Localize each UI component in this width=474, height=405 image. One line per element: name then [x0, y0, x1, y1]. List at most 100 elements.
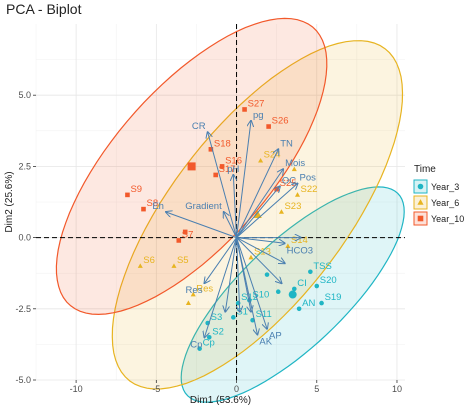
point-label: S1 — [236, 306, 248, 317]
point-label: S27 — [248, 98, 265, 109]
variable-arrow — [166, 212, 237, 239]
x-tick-label: -5 — [152, 384, 160, 394]
plot-panel: S3S2CpS1S12S10S11ANS20S19TSSCIS24S22S23S… — [35, 17, 405, 403]
variable-label: AK — [259, 336, 272, 347]
point-label: S17 — [219, 164, 236, 175]
variable-label: Mois — [285, 158, 305, 169]
variable-arrow — [236, 169, 284, 238]
data-point — [141, 206, 146, 212]
variable-label: TN — [280, 138, 293, 149]
x-axis-label: Dim1 (53.6%) — [190, 395, 251, 405]
legend-marker — [417, 199, 424, 205]
variable-label: OC — [282, 175, 296, 186]
data-point — [296, 306, 302, 312]
group-mean-point — [288, 290, 297, 299]
data-point — [291, 166, 297, 172]
variable-label: HCO3 — [287, 245, 313, 256]
variable-label: Res — [186, 285, 203, 296]
x-tick-label: 10 — [392, 384, 402, 394]
variable-label: pH — [227, 164, 239, 175]
legend: Time Year_3 Year_6 Year_10 — [413, 164, 464, 226]
point-label: S11 — [256, 309, 272, 320]
legend-title: Time — [414, 164, 436, 175]
variable-arrow — [236, 186, 280, 238]
variable-arrow — [204, 237, 237, 284]
variable-label: CR — [192, 121, 206, 132]
data-point — [197, 346, 202, 351]
point-label: S18 — [214, 138, 231, 149]
x-tick-label: 5 — [314, 384, 319, 394]
y-tick-label: -5.0 — [15, 375, 31, 385]
data-point — [308, 269, 313, 275]
data-point — [258, 157, 264, 163]
point-label: S8 — [146, 198, 158, 209]
data-point — [171, 263, 177, 268]
point-label: S25 — [280, 178, 297, 189]
data-point — [292, 286, 297, 292]
data-point — [266, 124, 271, 129]
point-label: S10 — [252, 289, 269, 300]
point-label: Cp — [203, 338, 215, 349]
legend-label: Year_3 — [431, 182, 459, 192]
variable-label: Gradient — [185, 201, 222, 212]
y-tick-label: 0.0 — [18, 233, 31, 243]
variable-arrow — [236, 237, 282, 284]
variable-arrow — [236, 237, 285, 244]
variable-label: Pos — [300, 172, 317, 183]
point-label: S20 — [320, 275, 337, 286]
variable-arrow — [208, 132, 238, 238]
data-point — [294, 192, 301, 197]
legend-marker — [417, 215, 424, 222]
chart-title: PCA - Biplot — [6, 1, 82, 17]
variable-arrow — [236, 237, 267, 329]
variable-arrow — [224, 212, 237, 238]
point-label: S24 — [264, 150, 281, 161]
variable-arrow — [236, 149, 279, 238]
point-label: Res — [196, 284, 213, 295]
y-tick-label: 2.5 — [18, 161, 31, 171]
data-point — [248, 254, 254, 260]
y-tick-label: -2.5 — [15, 304, 31, 314]
point-label: AN — [302, 298, 315, 309]
variable-label: AP — [269, 331, 282, 342]
point-label: S2 — [212, 326, 224, 337]
variable-arrow — [233, 175, 236, 238]
point-label: S7 — [182, 229, 194, 240]
legend-label: Year_6 — [431, 198, 459, 208]
point-label: S3 — [211, 312, 223, 323]
x-tick-label: 0 — [234, 384, 239, 394]
data-point — [182, 229, 188, 235]
data-point — [319, 300, 324, 306]
point-label: TSS — [313, 261, 331, 272]
x-tick-label: -10 — [70, 384, 83, 394]
data-point — [231, 315, 236, 320]
data-point — [137, 263, 143, 268]
variable-label: pg — [253, 110, 264, 121]
data-point — [219, 164, 225, 169]
point-label: S9 — [130, 184, 142, 195]
data-point — [185, 300, 191, 305]
data-point — [275, 289, 281, 295]
point-label: S19 — [325, 292, 342, 303]
variable-arrow — [237, 237, 240, 312]
point-label: S13 — [254, 247, 271, 258]
data-point — [285, 243, 291, 248]
point-label: S6 — [143, 255, 155, 266]
data-point — [213, 172, 218, 178]
data-point — [314, 283, 320, 289]
point-label: S23 — [284, 201, 301, 212]
point-label: S22 — [301, 184, 318, 195]
point-label: S16 — [225, 155, 242, 166]
data-point — [208, 147, 214, 152]
variable-label: Cp — [190, 339, 202, 350]
variable-label: Eh — [152, 201, 164, 212]
data-point — [242, 107, 247, 112]
data-point — [176, 238, 182, 243]
data-point — [264, 272, 270, 277]
point-label: CI — [297, 278, 307, 289]
legend-marker — [417, 183, 424, 190]
data-point — [278, 209, 284, 214]
variable-arrow — [236, 183, 298, 238]
variable-arrow — [236, 237, 285, 264]
